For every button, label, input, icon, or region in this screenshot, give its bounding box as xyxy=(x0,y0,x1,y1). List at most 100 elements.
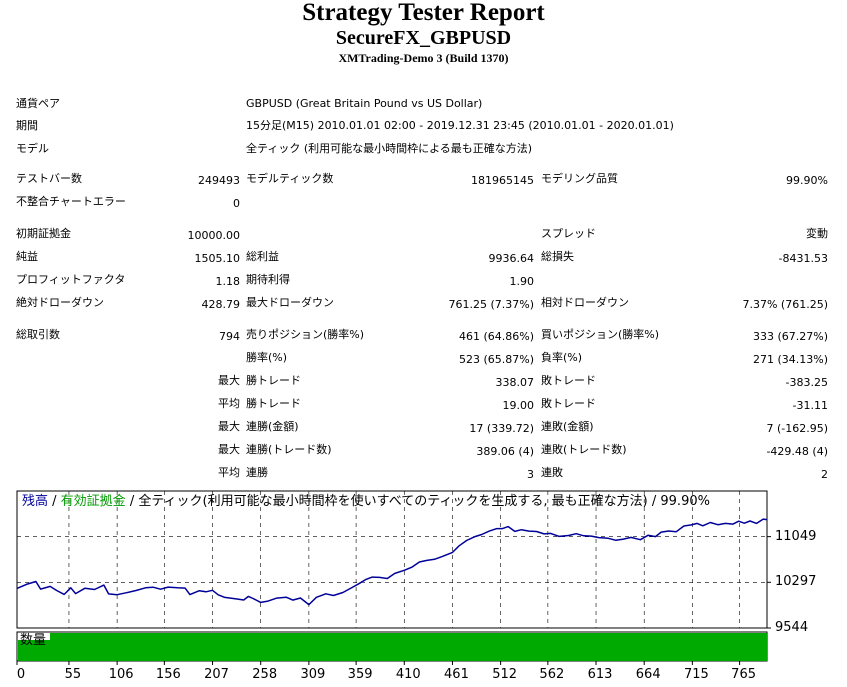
model-label: モデル xyxy=(16,142,49,155)
x-tick-label: 715 xyxy=(683,667,709,682)
gross-loss-value: -8431.53 xyxy=(778,252,828,265)
volume-label: 数量 xyxy=(20,633,47,648)
x-tick-label: 613 xyxy=(587,667,613,682)
x-tick-label: 359 xyxy=(347,667,373,682)
x-tick-label: 562 xyxy=(539,667,565,682)
expected-label: 期待利得 xyxy=(246,273,290,286)
report-title: Strategy Tester Report xyxy=(302,0,545,26)
x-tick-label: 258 xyxy=(252,667,278,682)
avg-word: 平均 xyxy=(218,397,240,410)
x-tick-label: 106 xyxy=(108,667,134,682)
x-tick-label: 410 xyxy=(395,667,421,682)
quality-label: モデリング品質 xyxy=(541,172,618,185)
plot-frame xyxy=(16,490,768,629)
total-value: 794 xyxy=(219,330,240,343)
max-dd-label: 最大ドローダウン xyxy=(246,296,334,309)
max-dd-value: 761.25 (7.37%) xyxy=(448,298,534,311)
avg-loss-value: -31.11 xyxy=(792,399,828,412)
x-tick-label: 461 xyxy=(444,667,469,682)
short-label: 売りポジション(勝率%) xyxy=(246,328,365,341)
max-word: 最大 xyxy=(218,420,240,433)
period-label: 期間 xyxy=(16,119,38,132)
avg-cons-loss-label: 連敗 xyxy=(541,466,563,479)
spread-label: スプレッド xyxy=(541,227,596,240)
x-tick-label: 309 xyxy=(300,667,326,682)
long-value: 333 (67.27%) xyxy=(752,330,828,343)
net-label: 純益 xyxy=(16,250,38,263)
rel-dd-value: 7.37% (761.25) xyxy=(742,298,828,311)
y-tick-label: 11049 xyxy=(775,528,817,544)
period-value: 15分足(M15) 2010.01.01 02:00 - 2019.12.31 … xyxy=(246,119,674,132)
x-tick-label: 765 xyxy=(731,667,757,682)
deposit-label: 初期証拠金 xyxy=(16,227,71,240)
x-tick-label: 664 xyxy=(635,667,661,682)
avg-loss-label: 敗トレード xyxy=(541,397,596,410)
max-cons-win-label: 連勝(金額) xyxy=(246,420,299,433)
win-label: 勝率(%) xyxy=(246,351,288,364)
loss-value: 271 (34.13%) xyxy=(752,353,828,366)
long-label: 買いポジション(勝率%) xyxy=(541,328,660,341)
ticks-label: モデルティック数 xyxy=(246,172,334,185)
deposit-value: 10000.00 xyxy=(187,229,241,242)
model-value: 全ティック (利用可能な最小時間枠による最も正確な方法) xyxy=(246,142,533,155)
volume-bars xyxy=(50,633,767,661)
balance-line xyxy=(16,518,768,606)
x-tick-label: 207 xyxy=(204,667,229,682)
symbol-label: 通貨ペア xyxy=(16,97,60,110)
max-cons-profit-value: 389.06 (4) xyxy=(476,445,534,458)
server-build: XMTrading-Demo 3 (Build 1370) xyxy=(338,51,509,65)
short-value: 461 (64.86%) xyxy=(458,330,534,343)
max-cons-lossamt-label: 連敗(トレード数) xyxy=(541,443,627,456)
quality-value: 99.90% xyxy=(786,174,828,187)
max-cons-profit-label: 連勝(トレード数) xyxy=(246,443,332,456)
max-cons-loss-value: 7 (-162.95) xyxy=(766,422,828,435)
mismatch-value: 0 xyxy=(233,197,240,210)
x-tick-label: 156 xyxy=(155,667,181,682)
win-value: 523 (65.87%) xyxy=(458,353,534,366)
pf-label: プロフィットファクタ xyxy=(16,273,126,286)
avg-win-label: 勝トレード xyxy=(246,397,301,410)
gross-profit-label: 総利益 xyxy=(246,250,279,263)
symbol-value: GBPUSD (Great Britain Pound vs US Dollar… xyxy=(246,97,483,110)
avg-win-value: 19.00 xyxy=(502,399,535,412)
net-value: 1505.10 xyxy=(194,252,241,265)
balance-legend: 残高 xyxy=(22,494,49,509)
expert-name: SecureFX_GBPUSD xyxy=(335,27,512,49)
chart-title: 残高 / 有効証拠金 / 全ティック(利用可能な最小時間枠を使いすべてのティック… xyxy=(22,494,710,509)
gross-profit-value: 9936.64 xyxy=(488,252,535,265)
abs-dd-label: 絶対ドローダウン xyxy=(16,296,104,309)
volume-bars-start xyxy=(18,640,51,661)
x-tick-label: 512 xyxy=(492,667,518,682)
avg-cons-win-value: 3 xyxy=(527,468,534,481)
rel-dd-label: 相対ドローダウン xyxy=(541,296,629,309)
largest-win-value: 338.07 xyxy=(495,376,535,389)
abs-dd-value: 428.79 xyxy=(201,298,241,311)
x-tick-label: 0 xyxy=(16,667,26,682)
loss-label: 負率(%) xyxy=(541,351,583,364)
max-cons-win-value: 17 (339.72) xyxy=(469,422,534,435)
spread-value: 変動 xyxy=(806,227,828,240)
avg-word: 平均 xyxy=(218,466,240,479)
bars-value: 249493 xyxy=(198,174,240,187)
equity-legend: 有効証拠金 xyxy=(60,494,126,509)
max-cons-lossamt-value: -429.48 (4) xyxy=(766,445,828,458)
mismatch-label: 不整合チャートエラー xyxy=(16,195,126,208)
largest-win-label: 勝トレード xyxy=(246,374,301,387)
pf-value: 1.18 xyxy=(215,275,241,288)
largest-loss-value: -383.25 xyxy=(785,376,828,389)
avg-cons-loss-value: 2 xyxy=(821,468,828,481)
balance-chart xyxy=(16,490,771,665)
total-label: 総取引数 xyxy=(16,328,60,341)
y-tick-label: 10297 xyxy=(775,574,817,590)
expected-value: 1.90 xyxy=(509,275,535,288)
gross-loss-label: 総損失 xyxy=(541,250,574,263)
y-tick-label: 9544 xyxy=(775,620,809,635)
max-cons-loss-label: 連敗(金額) xyxy=(541,420,594,433)
max-word: 最大 xyxy=(218,443,240,456)
bars-label: テストバー数 xyxy=(16,172,82,185)
ticks-value: 181965145 xyxy=(471,174,534,187)
max-word: 最大 xyxy=(218,374,240,387)
x-tick-label: 55 xyxy=(64,667,82,682)
avg-cons-win-label: 連勝 xyxy=(246,466,268,479)
chart-model-text: / 全ティック(利用可能な最小時間枠を使いすべてのティックを生成する, 最も正確… xyxy=(125,494,710,509)
